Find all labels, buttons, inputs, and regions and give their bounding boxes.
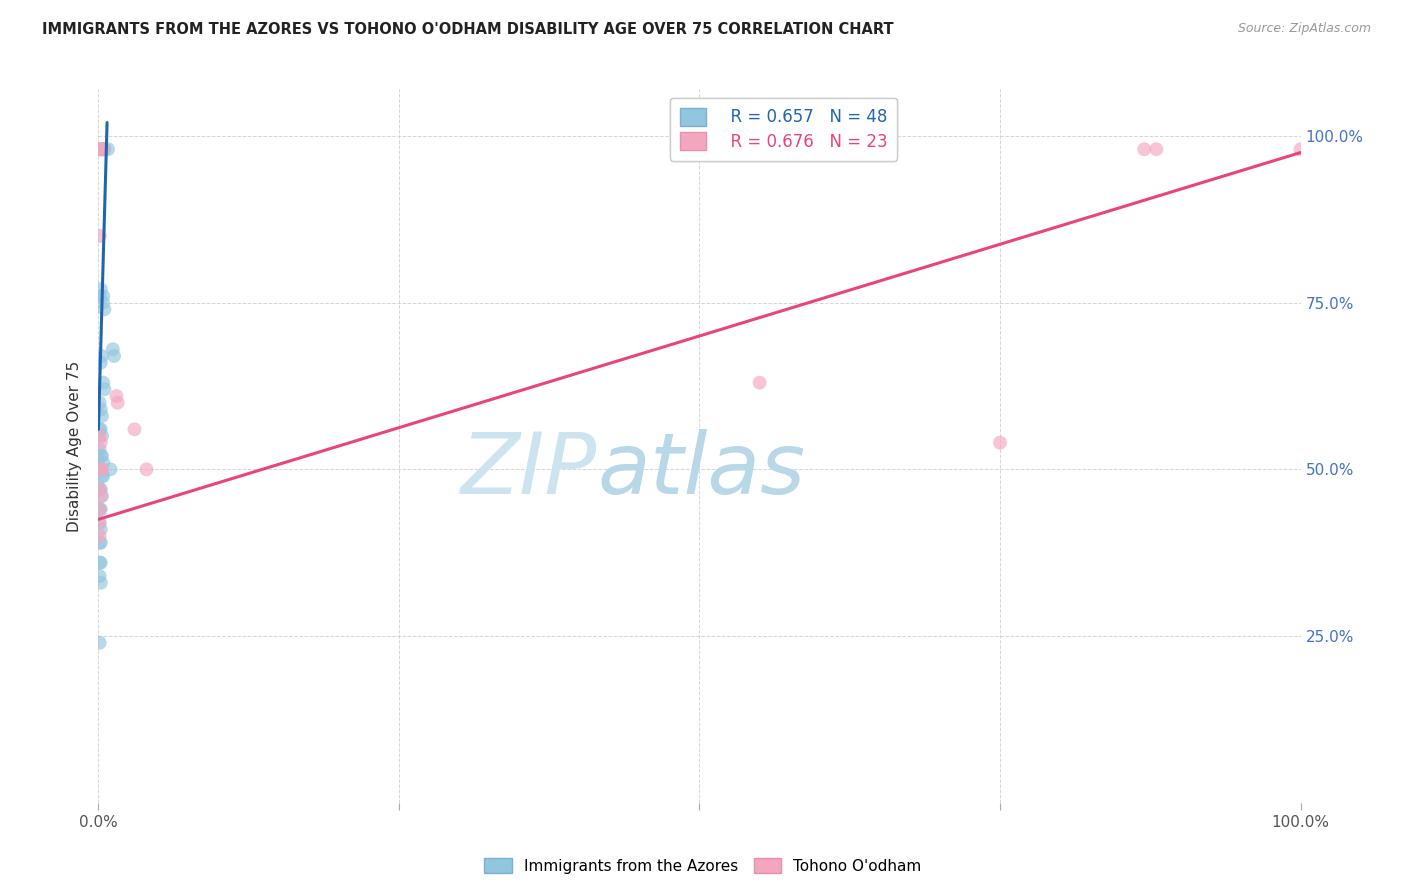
Point <box>89 516 111 530</box>
Point <box>1289 142 1312 156</box>
Point <box>808 142 831 156</box>
Point <box>93 302 115 317</box>
Point <box>91 142 114 156</box>
Point <box>89 535 111 549</box>
Point <box>91 349 114 363</box>
Point <box>89 395 111 409</box>
Point <box>90 356 112 370</box>
Point <box>91 376 114 390</box>
Point <box>89 429 111 443</box>
Point <box>101 343 124 357</box>
Point <box>103 349 125 363</box>
Point <box>135 462 157 476</box>
Point <box>91 469 114 483</box>
Point <box>89 442 111 457</box>
Y-axis label: Disability Age Over 75: Disability Age Over 75 <box>67 360 83 532</box>
Point <box>105 389 128 403</box>
Legend:   R = 0.657   N = 48,   R = 0.676   N = 23: R = 0.657 N = 48, R = 0.676 N = 23 <box>669 97 897 161</box>
Point <box>748 376 770 390</box>
Point <box>91 449 114 463</box>
Point <box>91 142 114 156</box>
Point <box>90 462 112 476</box>
Point <box>89 636 111 650</box>
Point <box>90 449 112 463</box>
Point <box>91 295 114 310</box>
Point <box>90 522 112 536</box>
Point <box>89 502 111 516</box>
Point <box>1144 142 1167 156</box>
Point <box>89 483 111 497</box>
Point <box>89 502 111 516</box>
Point <box>91 462 114 476</box>
Point <box>748 142 770 156</box>
Point <box>93 142 115 156</box>
Point <box>89 289 111 303</box>
Point <box>100 462 122 476</box>
Legend: Immigrants from the Azores, Tohono O'odham: Immigrants from the Azores, Tohono O'odh… <box>478 852 928 880</box>
Point <box>91 489 114 503</box>
Point <box>90 483 112 497</box>
Point <box>90 402 112 417</box>
Point <box>90 462 112 476</box>
Point <box>91 469 114 483</box>
Point <box>91 409 114 423</box>
Text: atlas: atlas <box>598 429 806 513</box>
Point <box>90 535 112 549</box>
Text: ZIP: ZIP <box>461 429 598 513</box>
Point <box>89 422 111 436</box>
Point <box>90 489 112 503</box>
Point <box>90 435 112 450</box>
Point <box>89 556 111 570</box>
Point <box>90 556 112 570</box>
Text: IMMIGRANTS FROM THE AZORES VS TOHONO O'ODHAM DISABILITY AGE OVER 75 CORRELATION : IMMIGRANTS FROM THE AZORES VS TOHONO O'O… <box>42 22 894 37</box>
Point <box>988 435 1011 450</box>
Point <box>89 142 111 156</box>
Point <box>93 382 115 396</box>
Point <box>97 142 120 156</box>
Point <box>91 289 114 303</box>
Point <box>107 395 129 409</box>
Text: Source: ZipAtlas.com: Source: ZipAtlas.com <box>1237 22 1371 36</box>
Point <box>89 569 111 583</box>
Point <box>89 228 111 243</box>
Point <box>90 502 112 516</box>
Point <box>89 529 111 543</box>
Point <box>91 142 114 156</box>
Point <box>89 462 111 476</box>
Point <box>89 483 111 497</box>
Point <box>1133 142 1156 156</box>
Point <box>91 456 114 470</box>
Point <box>90 422 112 436</box>
Point <box>90 575 112 590</box>
Point <box>91 429 114 443</box>
Point <box>91 142 114 156</box>
Point <box>90 142 112 156</box>
Point <box>89 516 111 530</box>
Point <box>124 422 146 436</box>
Point <box>90 282 112 296</box>
Point <box>90 142 112 156</box>
